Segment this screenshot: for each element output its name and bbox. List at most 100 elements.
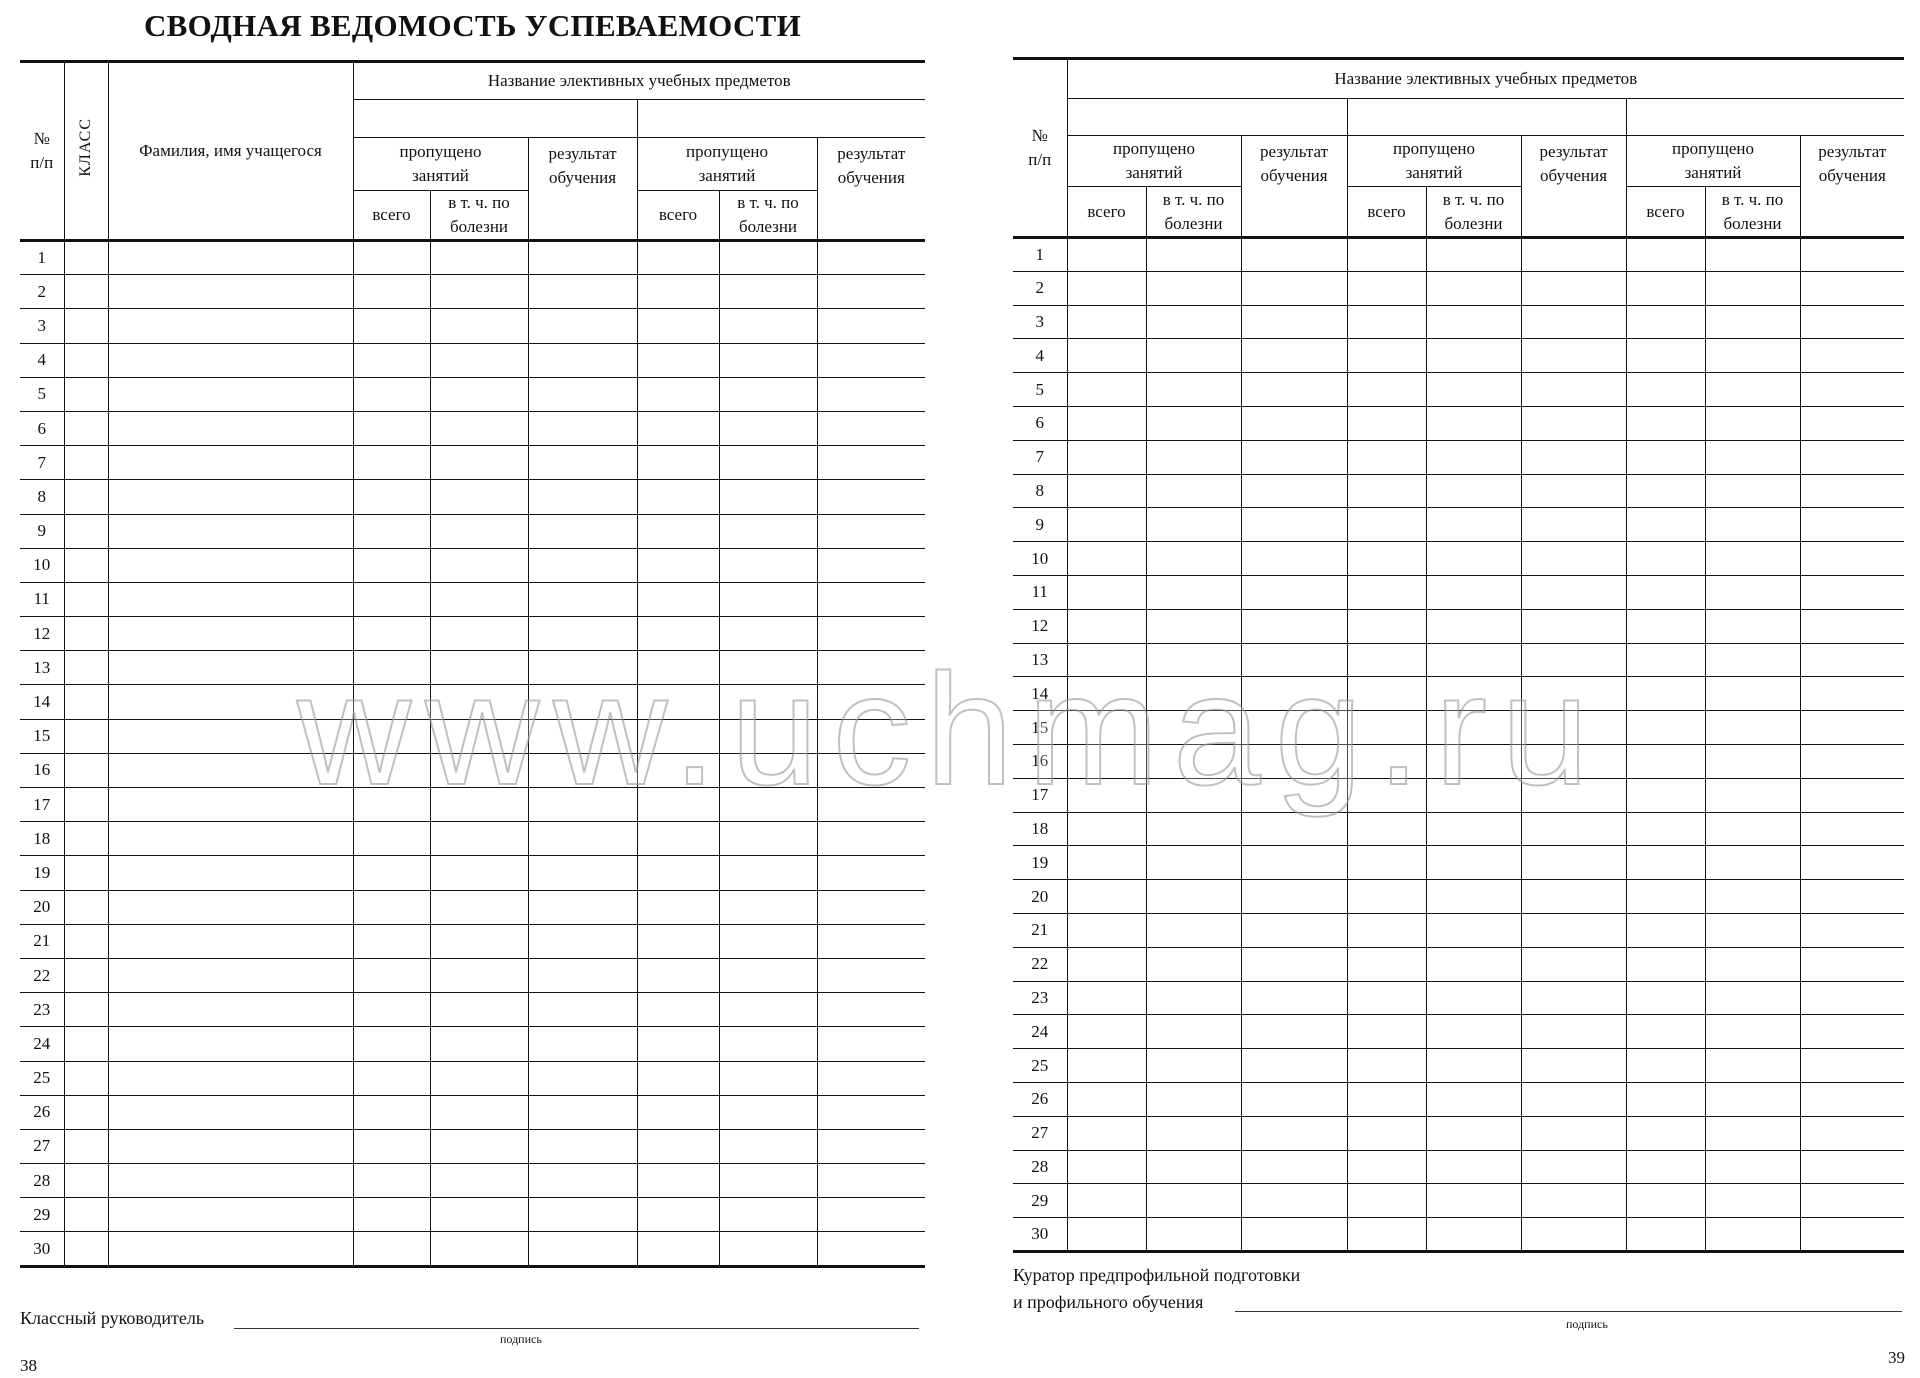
table-cell[interactable] [718,889,818,925]
table-cell[interactable] [1066,811,1147,847]
table-cell[interactable] [1145,845,1242,881]
table-cell[interactable] [352,547,431,583]
table-cell[interactable] [527,1197,638,1233]
table-cell[interactable] [636,1026,720,1062]
table-cell[interactable] [429,1128,529,1165]
table-cell[interactable] [636,445,720,481]
table-cell[interactable] [107,1231,354,1268]
table-cell[interactable] [1240,1149,1348,1185]
table-cell[interactable] [1520,642,1627,678]
table-cell[interactable] [429,992,529,1028]
table-cell[interactable] [1066,574,1147,610]
table-cell[interactable] [636,581,720,618]
table-cell[interactable] [527,1231,638,1268]
table-cell[interactable] [1520,946,1627,982]
table-cell[interactable] [718,957,818,994]
table-cell[interactable] [1704,372,1801,407]
table-cell[interactable] [1240,439,1348,475]
table-cell[interactable] [352,342,431,378]
table-cell[interactable] [352,274,431,310]
table-cell[interactable] [429,239,529,276]
table-cell[interactable] [1520,541,1627,576]
table-cell[interactable] [1240,1048,1348,1083]
table-cell[interactable] [1520,237,1627,272]
table-cell[interactable] [429,650,529,686]
table-cell[interactable] [1625,676,1706,712]
table-cell[interactable] [1240,1183,1348,1219]
table-cell[interactable] [1240,710,1348,745]
table-cell[interactable] [429,616,529,652]
table-cell[interactable] [718,239,818,276]
table-cell[interactable] [816,547,925,583]
table-cell[interactable] [352,1163,431,1199]
table-cell[interactable] [1145,1217,1242,1253]
table-cell[interactable] [718,581,818,618]
table-cell[interactable] [1145,507,1242,543]
table-cell[interactable] [1066,1115,1147,1151]
table-cell[interactable] [63,1026,109,1062]
table-cell[interactable] [718,684,818,720]
table-cell[interactable] [1346,338,1427,374]
table-cell[interactable] [107,923,354,959]
table-cell[interactable] [718,410,818,447]
table-cell[interactable] [1066,879,1147,914]
table-cell[interactable] [1425,980,1522,1016]
table-cell[interactable] [1066,608,1147,644]
table-cell[interactable] [63,410,109,447]
table-cell[interactable] [429,445,529,481]
table-cell[interactable] [352,957,431,994]
table-cell[interactable] [1625,237,1706,272]
table-cell[interactable] [429,1060,529,1096]
table-cell[interactable] [1346,980,1427,1016]
table-cell[interactable] [816,1197,925,1233]
table-cell[interactable] [1066,1081,1147,1117]
table-cell[interactable] [636,650,720,686]
table-cell[interactable] [636,957,720,994]
table-cell[interactable] [429,718,529,754]
table-cell[interactable] [816,376,925,412]
table-cell[interactable] [352,684,431,720]
table-cell[interactable] [636,342,720,378]
table-cell[interactable] [63,1060,109,1096]
table-cell[interactable] [816,992,925,1028]
table-cell[interactable] [352,479,431,515]
table-cell[interactable] [63,513,109,549]
table-cell[interactable] [1240,608,1348,644]
table-cell[interactable] [816,1163,925,1199]
table-cell[interactable] [352,855,431,891]
table-cell[interactable] [1240,473,1348,509]
table-cell[interactable] [636,274,720,310]
table-cell[interactable] [429,479,529,515]
table-cell[interactable] [1145,743,1242,779]
table-cell[interactable] [1425,473,1522,509]
table-cell[interactable] [63,239,109,276]
table-cell[interactable] [816,239,925,276]
table-cell[interactable] [1520,980,1627,1016]
table-cell[interactable] [1625,405,1706,441]
table-cell[interactable] [1425,574,1522,610]
table-cell[interactable] [527,923,638,959]
table-cell[interactable] [1704,405,1801,441]
table-cell[interactable] [352,1128,431,1165]
table-cell[interactable] [107,308,354,344]
table-cell[interactable] [1346,912,1427,948]
table-cell[interactable] [352,889,431,925]
table-cell[interactable] [352,992,431,1028]
table-cell[interactable] [1625,1183,1706,1219]
table-cell[interactable] [1625,1014,1706,1050]
table-cell[interactable] [1799,811,1905,847]
table-cell[interactable] [718,479,818,515]
table-cell[interactable] [63,1094,109,1130]
table-cell[interactable] [1346,1217,1427,1253]
table-cell[interactable] [1799,541,1905,576]
table-cell[interactable] [636,239,720,276]
table-cell[interactable] [636,547,720,583]
table-cell[interactable] [1425,777,1522,813]
table-cell[interactable] [1625,845,1706,881]
table-cell[interactable] [816,410,925,447]
table-cell[interactable] [107,889,354,925]
table-cell[interactable] [1799,946,1905,982]
table-cell[interactable] [107,684,354,720]
table-cell[interactable] [1425,642,1522,678]
table-cell[interactable] [816,1128,925,1165]
